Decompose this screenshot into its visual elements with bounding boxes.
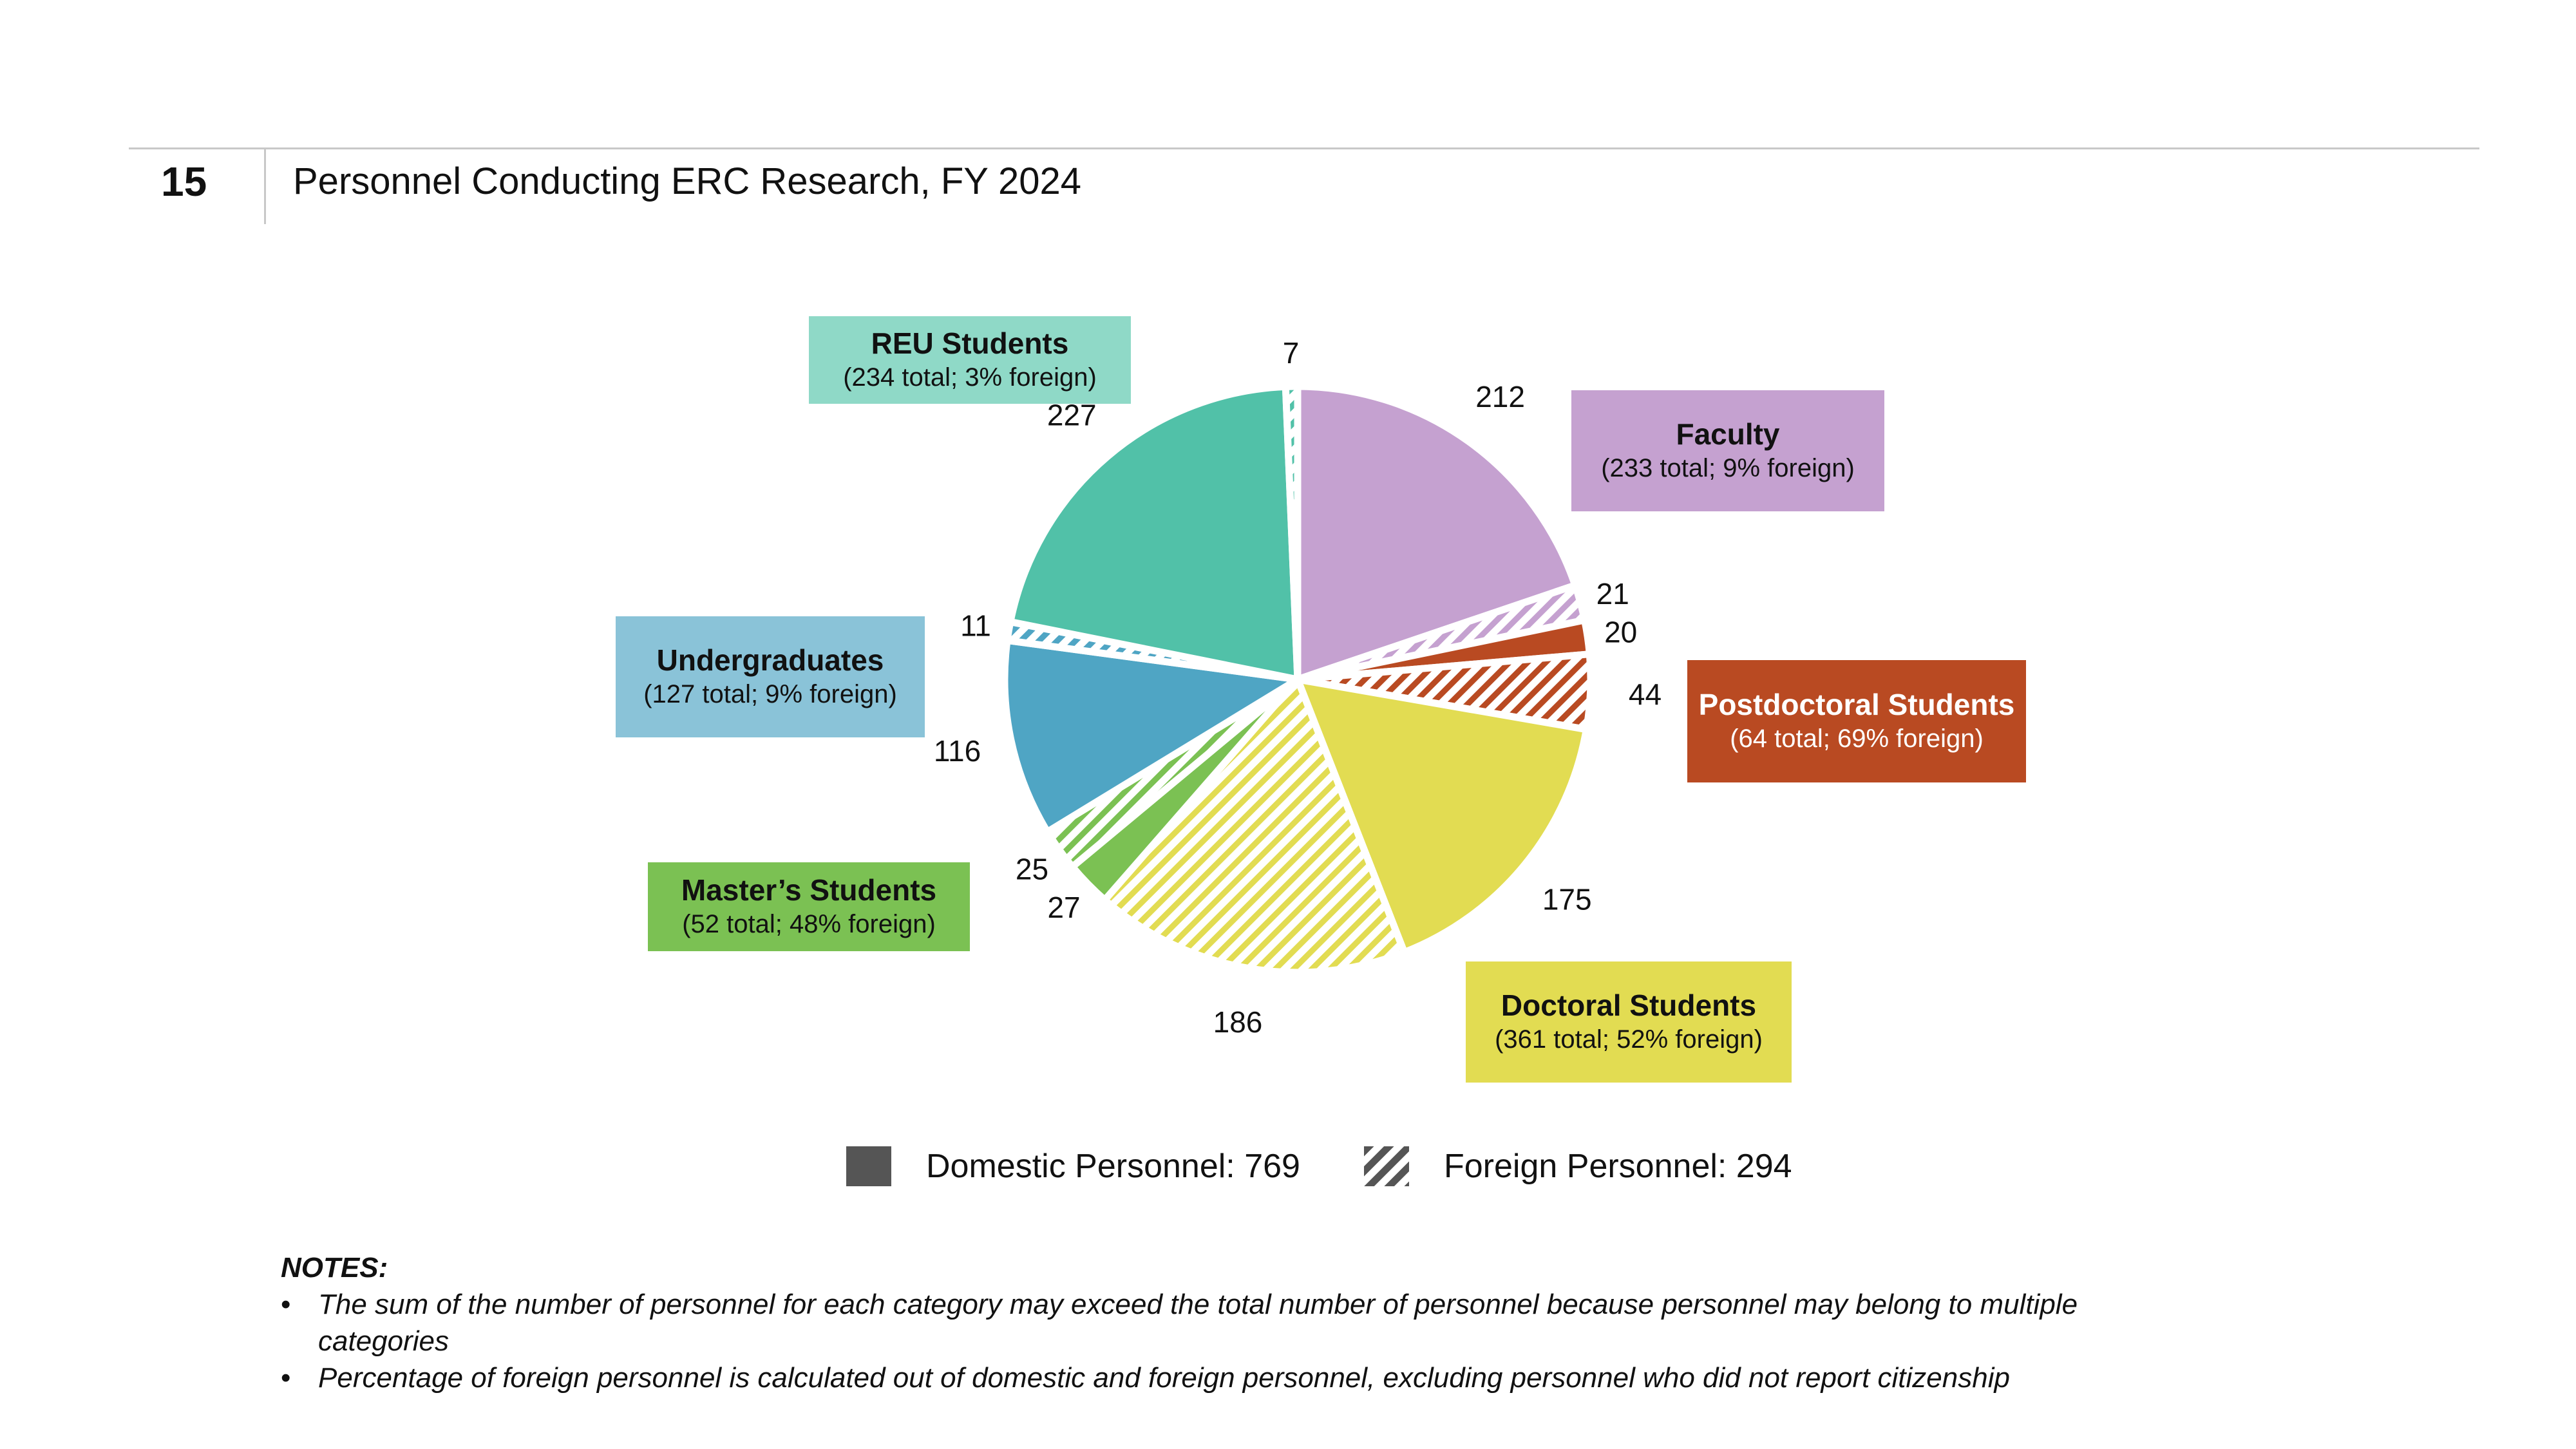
label-undergraduates-detail: (127 total; 9% foreign)	[643, 680, 897, 708]
figure-title: Personnel Conducting ERC Research, FY 20…	[293, 160, 1082, 202]
value-label-reu-students-domestic: 227	[1047, 398, 1097, 431]
pie-value-labels: 212 21 20 44 175 186 27 25 116 11 227 7	[934, 336, 1662, 1039]
label-masters-students: Master’s Students (52 total; 48% foreign…	[648, 862, 970, 951]
label-postdoctoral-detail: (64 total; 69% foreign)	[1730, 724, 1984, 753]
legend-domestic: Domestic Personnel: 769	[846, 1146, 1300, 1186]
value-label-master-s-students-domestic: 27	[1047, 891, 1080, 924]
header-divider	[264, 149, 266, 224]
value-label-faculty-foreign: 21	[1596, 577, 1629, 611]
label-reu-detail: (234 total; 3% foreign)	[843, 363, 1097, 392]
notes-heading: NOTES:	[281, 1252, 388, 1283]
label-reu-name: REU Students	[871, 327, 1069, 360]
value-label-faculty-domestic: 212	[1475, 380, 1525, 413]
label-reu-students: REU Students (234 total; 3% foreign)	[809, 316, 1131, 404]
label-masters-name: Master’s Students	[681, 873, 937, 907]
label-postdoctoral-students: Postdoctoral Students (64 total; 69% for…	[1687, 660, 2026, 782]
label-undergraduates: Undergraduates (127 total; 9% foreign)	[616, 616, 925, 737]
label-doctoral-students: Doctoral Students (361 total; 52% foreig…	[1466, 961, 1792, 1083]
note-item: The sum of the number of personnel for e…	[281, 1286, 2213, 1359]
label-undergraduates-name: Undergraduates	[656, 643, 884, 677]
label-doctoral-detail: (361 total; 52% foreign)	[1495, 1025, 1763, 1054]
slice-doctoral-students-domestic	[1294, 676, 1590, 956]
legend-hatch-swatch	[1364, 1146, 1409, 1186]
value-label-doctoral-students-foreign: 186	[1213, 1005, 1263, 1039]
slice-reu-students-foreign	[1282, 383, 1302, 683]
value-label-doctoral-students-domestic: 175	[1542, 883, 1592, 916]
legend-foreign-label: Foreign Personnel: 294	[1444, 1148, 1792, 1185]
value-label-master-s-students-foreign: 25	[1016, 853, 1048, 886]
value-label-postdoctoral-students-domestic: 20	[1604, 616, 1637, 649]
header-rule	[129, 147, 2479, 149]
label-faculty-detail: (233 total; 9% foreign)	[1601, 454, 1855, 482]
value-label-postdoctoral-students-foreign: 44	[1629, 677, 1662, 711]
value-label-undergraduates-foreign: 11	[960, 609, 991, 642]
label-postdoctoral-name: Postdoctoral Students	[1698, 688, 2015, 721]
label-masters-detail: (52 total; 48% foreign)	[682, 910, 936, 938]
label-faculty-name: Faculty	[1676, 417, 1780, 451]
note-item: Percentage of foreign personnel is calcu…	[281, 1359, 2213, 1396]
legend-solid-swatch	[846, 1146, 891, 1186]
legend-foreign: Foreign Personnel: 294	[1364, 1146, 1792, 1186]
label-faculty: Faculty (233 total; 9% foreign)	[1571, 390, 1884, 511]
value-label-undergraduates-domestic: 116	[934, 734, 981, 768]
value-label-reu-students-foreign: 7	[1283, 336, 1300, 370]
figure-number: 15	[161, 158, 207, 205]
label-doctoral-name: Doctoral Students	[1501, 989, 1757, 1022]
pie-slices	[1001, 383, 1595, 976]
notes: NOTES: The sum of the number of personne…	[281, 1249, 2213, 1396]
notes-list: The sum of the number of personnel for e…	[281, 1286, 2213, 1396]
slice-doctoral-students-foreign	[1101, 676, 1408, 976]
legend-domestic-label: Domestic Personnel: 769	[926, 1148, 1300, 1185]
slice-reu-students-domestic	[1007, 383, 1302, 683]
slice-undergraduates-domestic	[1001, 636, 1302, 836]
